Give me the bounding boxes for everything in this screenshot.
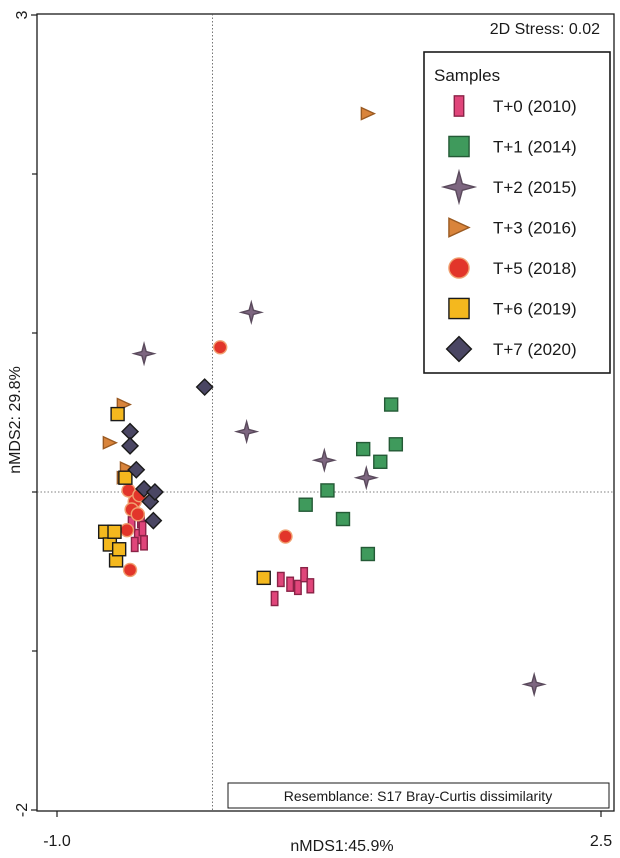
legend-label: T+6 (2019) [493,300,577,319]
series-t-6-2019 [97,406,271,586]
data-point [521,671,547,698]
data-point [278,529,293,544]
x-tick-label: -1.0 [43,833,71,850]
legend-label: T+3 (2016) [493,219,577,238]
data-point [388,437,404,452]
resemblance-label: Resemblance: S17 Bray-Curtis dissimilari… [284,788,552,804]
data-point [360,106,377,121]
data-points [97,106,547,698]
data-point [102,435,119,450]
data-point [353,464,379,491]
data-point [256,570,271,586]
data-point [145,483,164,501]
data-point [233,418,260,445]
data-point [110,406,125,422]
y-axis-label: nMDS2: 29.8% [7,366,24,474]
series-t-3-2016 [102,106,377,485]
x-axis-ticks: -1.0 2.5 [43,811,612,850]
data-point [238,299,264,326]
resemblance-box [227,782,610,809]
data-point [121,436,140,455]
x-tick-label: 2.5 [590,833,612,850]
data-point [311,447,338,473]
data-point [335,511,351,527]
data-point [360,546,376,562]
series-t-2-2015 [131,299,547,698]
data-point [140,535,148,551]
data-point [107,524,122,539]
series-t-5-2018 [119,340,293,578]
data-point [270,590,279,607]
data-point [118,470,133,485]
data-point [373,454,388,469]
series-t-1-2014 [298,397,404,562]
data-point [127,460,146,479]
data-point [293,579,302,596]
plot-frame [36,13,615,812]
legend-marker [453,95,465,117]
legend-marker [448,217,471,238]
data-point [320,483,335,498]
data-point [306,578,315,594]
data-point [130,507,146,522]
legend-item: T+2 (2015) [440,168,577,206]
data-point [212,340,228,355]
series-t-0-2010 [127,512,315,607]
legend-label: T+7 (2020) [493,340,577,359]
legend-item: T+7 (2020) [445,335,577,363]
y-tick-label: -2 [14,803,31,817]
data-point [144,511,163,530]
legend-item: T+5 (2018) [448,257,577,279]
data-point [138,520,147,537]
data-point [276,571,285,588]
legend-item: T+0 (2010) [453,95,577,117]
y-axis-ticks: 3 -2 [14,10,37,817]
x-axis-label: nMDS1:45.9% [290,838,393,855]
data-point [130,536,139,553]
data-point [383,397,399,412]
stress-label: 2D Stress: 0.02 [490,21,600,38]
legend-marker [440,168,478,206]
legend-item: T+6 (2019) [448,297,577,320]
legend-marker [448,135,470,158]
legend-marker [445,335,473,363]
data-point [119,522,135,538]
legend-title: Samples [434,66,500,85]
data-point [355,441,371,457]
series-t-7-2020 [121,378,214,530]
y-tick-label: 3 [14,10,31,19]
data-point [298,497,313,512]
data-point [111,542,127,557]
data-point [131,340,157,367]
data-point [300,566,309,583]
legend: Samples T+0 (2010)T+1 (2014)T+2 (2015)T+… [423,51,611,374]
legend-item: T+3 (2016) [448,217,577,238]
legend-label: T+5 (2018) [493,259,577,278]
legend-label: T+2 (2015) [493,178,577,197]
legend-label: T+1 (2014) [493,138,577,157]
data-point [195,378,214,397]
data-point [122,562,138,578]
legend-item: T+1 (2014) [448,135,577,158]
data-point [286,576,295,592]
legend-label: T+0 (2010) [493,97,577,116]
legend-items: T+0 (2010) T+1 (2014) T+2 (2015) T+3 (2016)… [440,95,577,363]
resemblance-annotation: Resemblance: S17 Bray-Curtis dissimilari… [227,782,610,809]
legend-marker [448,297,470,320]
legend-marker [448,257,470,279]
